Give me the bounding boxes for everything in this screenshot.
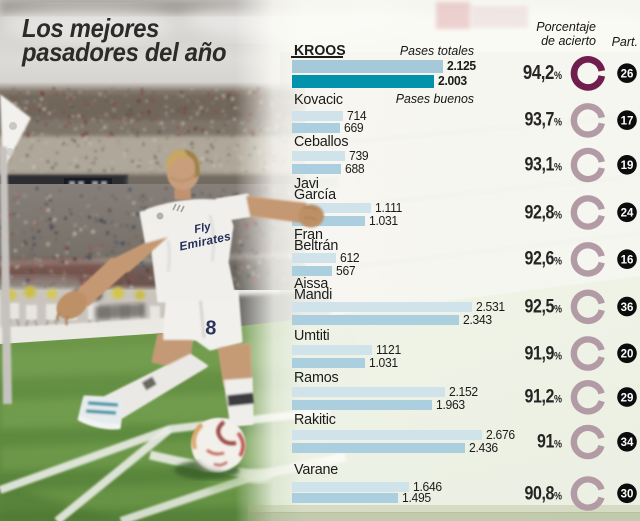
svg-text:8: 8 xyxy=(205,317,217,340)
